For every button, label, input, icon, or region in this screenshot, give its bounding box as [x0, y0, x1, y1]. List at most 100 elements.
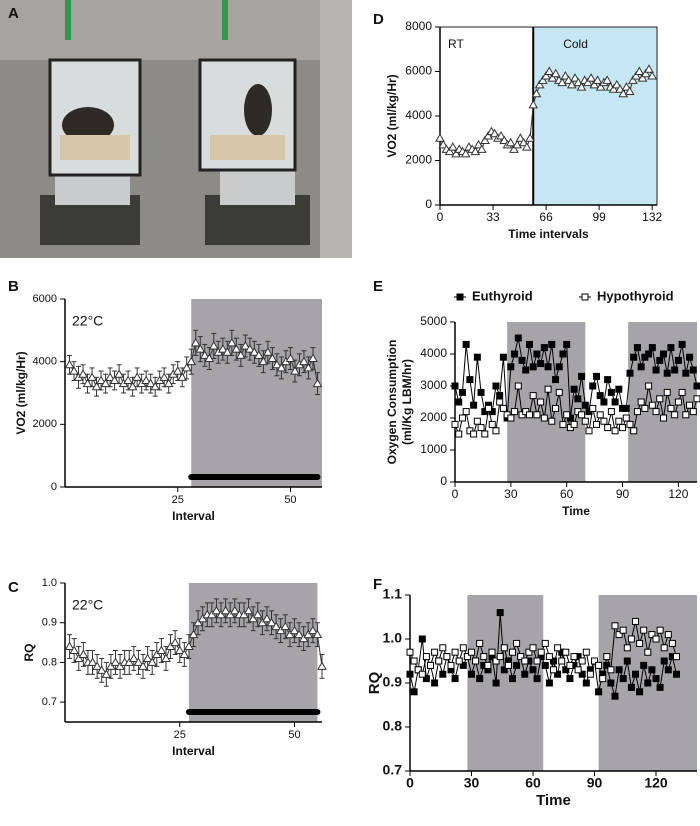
data-point	[554, 670, 562, 678]
region-label: Cold	[563, 37, 588, 51]
y-tick-label: 1.0	[383, 630, 403, 646]
data-point	[100, 378, 111, 388]
data-point	[534, 79, 545, 89]
data-point	[466, 376, 474, 384]
data-point	[525, 648, 533, 656]
data-point	[499, 404, 507, 412]
data-point	[110, 657, 121, 666]
data-point	[500, 644, 508, 652]
data-point	[127, 381, 138, 391]
photo	[0, 0, 352, 258]
data-point	[607, 666, 615, 674]
data-point	[455, 657, 463, 665]
y-tick-label: 2000	[33, 418, 57, 430]
data-point	[624, 86, 635, 96]
data-point	[406, 670, 414, 678]
data-point	[150, 381, 161, 391]
data-point	[628, 75, 638, 84]
data-point	[592, 372, 600, 380]
annotation: 22°C	[72, 597, 103, 613]
data-point	[96, 665, 107, 674]
data-point	[555, 363, 563, 371]
data-point	[636, 688, 644, 696]
x-tick-label: 120	[644, 775, 668, 791]
data-point	[303, 362, 314, 372]
data-point	[647, 70, 658, 80]
data-point	[244, 344, 255, 353]
data-point	[410, 657, 418, 665]
data-point	[533, 657, 541, 665]
data-point	[592, 75, 603, 84]
data-point	[652, 408, 660, 416]
data-point	[603, 653, 611, 661]
data-point	[637, 363, 645, 371]
data-point	[235, 350, 246, 359]
data-point	[290, 366, 300, 375]
data-point	[627, 683, 635, 691]
data-point	[138, 661, 148, 670]
legend-marker	[581, 293, 589, 301]
data-point	[538, 75, 548, 84]
data-point	[637, 398, 645, 406]
panel-label: B	[8, 278, 19, 295]
data-point	[123, 375, 133, 384]
data-point	[208, 340, 219, 350]
data-point	[656, 356, 664, 364]
data-point	[578, 657, 586, 665]
data-point	[459, 644, 467, 652]
panel-label: C	[8, 579, 19, 596]
data-point	[252, 609, 263, 619]
y-tick-label: 4000	[420, 346, 447, 360]
data-point	[636, 639, 644, 647]
data-point	[529, 666, 537, 674]
data-point	[663, 388, 671, 396]
data-point	[589, 404, 597, 412]
data-point	[674, 398, 682, 406]
data-point	[480, 653, 488, 661]
data-point	[570, 420, 578, 428]
x-tick-label: 60	[560, 487, 574, 501]
data-point	[659, 414, 667, 422]
data-point	[644, 648, 652, 656]
data-point	[444, 146, 455, 156]
y-tick-label: 4000	[33, 356, 57, 368]
data-point	[451, 648, 459, 656]
data-point	[574, 395, 582, 403]
data-point	[678, 388, 686, 396]
data-point	[477, 424, 485, 432]
data-point	[92, 661, 102, 670]
y-tick-label: 2000	[420, 410, 447, 424]
data-point	[630, 427, 638, 435]
data-point	[181, 362, 192, 372]
data-point	[82, 378, 93, 388]
data-point	[141, 375, 152, 384]
data-point	[271, 621, 281, 631]
x-tick-label: 90	[616, 487, 630, 501]
data-point	[511, 408, 519, 416]
data-point	[656, 395, 664, 403]
data-point	[541, 70, 551, 80]
data-point	[514, 334, 522, 342]
data-point	[504, 661, 512, 669]
data-point	[229, 605, 240, 615]
data-point	[544, 385, 552, 393]
data-point	[611, 398, 619, 406]
data-point	[581, 417, 589, 425]
data-point	[489, 128, 500, 138]
y-tick-label: 5000	[420, 314, 447, 328]
data-point	[595, 82, 606, 91]
data-point	[596, 411, 604, 419]
data-point	[533, 411, 541, 419]
data-point	[582, 648, 590, 656]
data-point	[473, 353, 481, 361]
data-point	[496, 398, 504, 406]
data-point	[682, 411, 690, 419]
data-point	[566, 675, 574, 683]
data-point	[541, 661, 549, 669]
x-tick-label: 0	[437, 210, 444, 224]
data-point	[276, 362, 287, 372]
data-point	[607, 679, 615, 687]
data-point	[518, 137, 529, 147]
x-tick-label: 30	[504, 487, 518, 501]
data-point	[289, 625, 300, 635]
